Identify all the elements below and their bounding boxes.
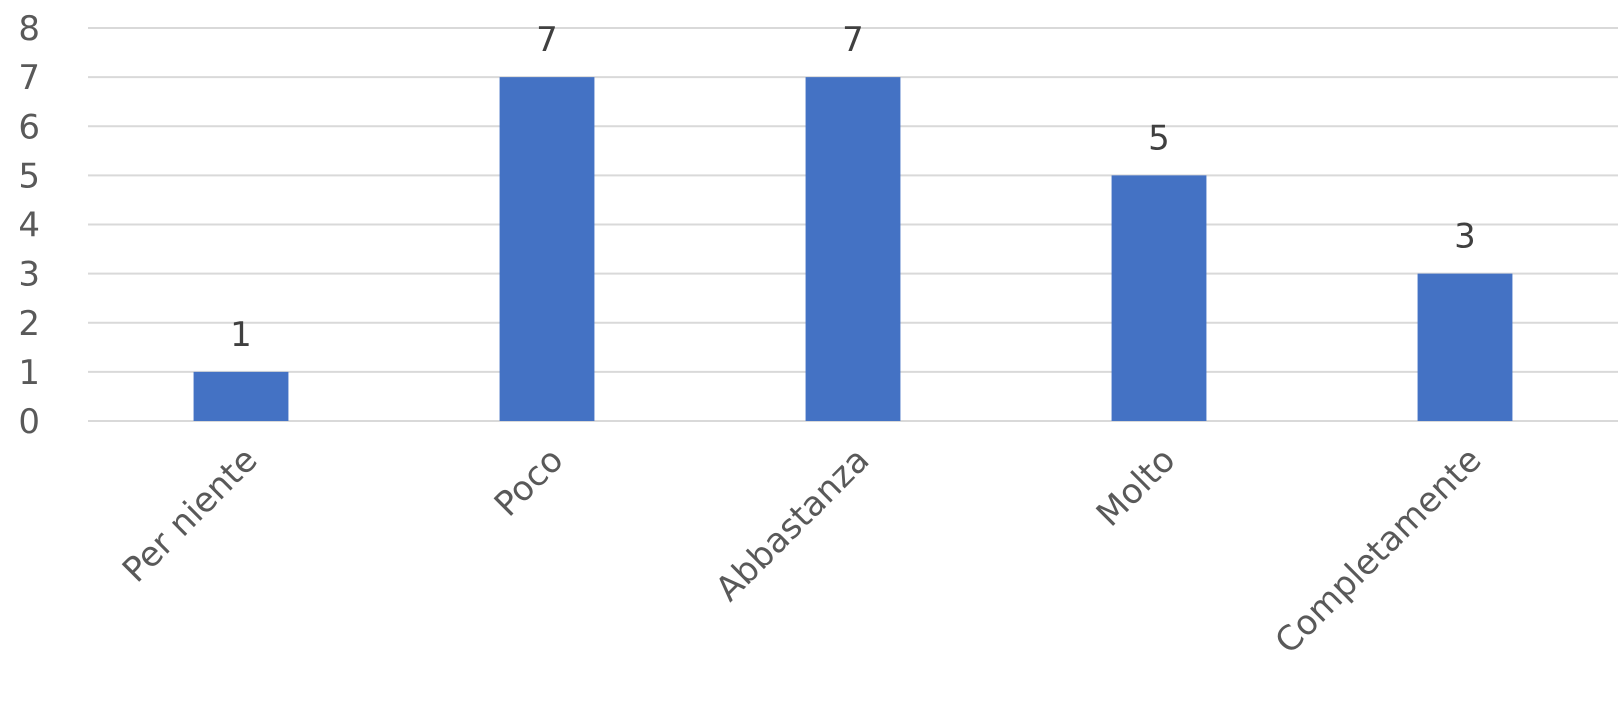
data-label: 7 xyxy=(536,20,558,60)
y-tick-label: 0 xyxy=(18,402,40,442)
y-tick-label: 7 xyxy=(18,58,40,98)
bar-abbastanza xyxy=(805,77,901,421)
data-label: 5 xyxy=(1148,118,1170,158)
category-label: Abbastanza xyxy=(708,440,877,609)
data-label: 1 xyxy=(230,315,252,355)
category-label: Completamente xyxy=(1268,440,1490,662)
bar-completamente xyxy=(1417,273,1513,421)
data-labels: 1 7 7 5 3 xyxy=(230,20,1476,355)
y-tick-label: 2 xyxy=(18,304,40,344)
bars xyxy=(193,77,1513,421)
y-tick-label: 5 xyxy=(18,156,40,196)
bar-molto xyxy=(1111,175,1207,421)
data-label: 7 xyxy=(842,20,864,60)
category-label: Per niente xyxy=(115,440,265,590)
category-label: Poco xyxy=(487,440,572,525)
y-tick-label: 6 xyxy=(18,107,40,147)
y-tick-label: 3 xyxy=(18,255,40,295)
y-tick-label: 8 xyxy=(18,9,40,49)
bar-poco xyxy=(499,77,595,421)
bar-per-niente xyxy=(193,371,289,421)
y-axis-ticks: 0 1 2 3 4 5 6 7 8 xyxy=(18,9,40,442)
x-axis-labels: Per niente Poco Abbastanza Molto Completamen… xyxy=(115,440,1489,662)
y-tick-label: 4 xyxy=(18,206,40,246)
y-tick-label: 1 xyxy=(18,353,40,393)
data-label: 3 xyxy=(1454,217,1476,257)
category-label: Molto xyxy=(1089,440,1184,535)
